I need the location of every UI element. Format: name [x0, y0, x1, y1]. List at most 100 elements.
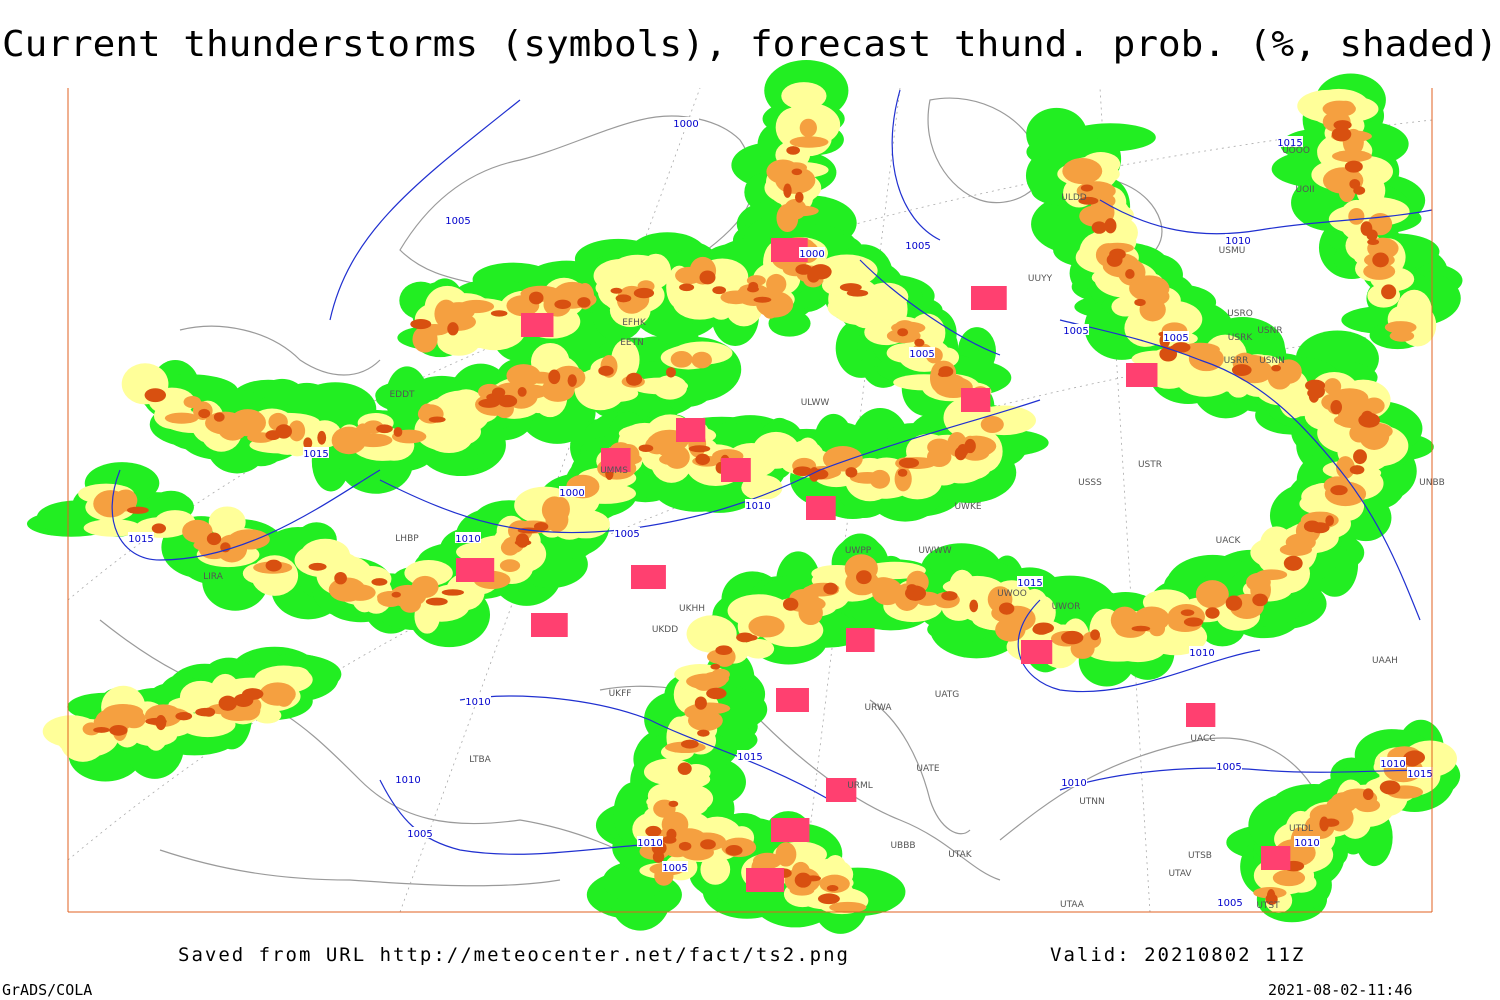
isobar-label-bg — [614, 527, 640, 538]
shade — [1344, 160, 1363, 173]
shade — [554, 299, 572, 310]
station-label: UOOO — [1282, 146, 1310, 156]
storm-symbol — [1186, 703, 1216, 727]
isobar-label-bg — [303, 447, 329, 458]
storm-symbol — [456, 558, 495, 582]
shade — [898, 457, 920, 469]
shade — [265, 559, 282, 572]
shade — [1033, 622, 1054, 634]
station-label: EFHK — [622, 318, 647, 328]
shade — [1090, 629, 1100, 641]
station-label: UWWW — [918, 546, 951, 556]
shade — [1336, 456, 1355, 479]
shade — [1139, 297, 1166, 322]
source-url: Saved from URL http://meteocenter.net/fa… — [178, 944, 850, 966]
station-label: LHBP — [395, 534, 419, 544]
shade — [610, 287, 623, 294]
isobars — [111, 89, 1433, 855]
isobar-label-bg — [745, 499, 771, 510]
shade — [1330, 400, 1343, 415]
station-label: USRK — [1228, 333, 1254, 343]
isobar-label: 1005 — [909, 349, 934, 360]
isobar-label: 1010 — [1061, 778, 1086, 789]
shade — [548, 369, 561, 385]
shade — [630, 377, 689, 395]
shade — [839, 283, 862, 292]
shade — [425, 597, 448, 606]
isobar-label-bg — [1277, 136, 1303, 147]
shade — [281, 666, 310, 685]
isobar-label-bg — [1017, 576, 1043, 587]
station-label: UKDD — [652, 625, 678, 635]
shade — [164, 412, 199, 424]
shade — [688, 445, 711, 453]
station-label: USSS — [1078, 478, 1102, 488]
shade — [805, 875, 821, 882]
shade — [1256, 569, 1288, 581]
station-label: ULDD — [1061, 193, 1087, 203]
isobar-label-bg — [465, 695, 491, 706]
shade — [411, 575, 439, 598]
isobar-label: 1005 — [1217, 898, 1242, 909]
shade — [817, 893, 840, 905]
shade — [786, 146, 800, 155]
shade — [1272, 869, 1306, 887]
isobar-label-bg — [662, 861, 688, 872]
shade — [155, 714, 167, 731]
shade — [753, 296, 772, 303]
station-label: UWOR — [1052, 602, 1081, 612]
shade — [1061, 630, 1084, 645]
isobar-label-bg — [1407, 767, 1433, 778]
shade — [748, 615, 785, 638]
station-label: UACC — [1190, 734, 1215, 744]
station-label: UATE — [916, 764, 940, 774]
isobar-label-bg — [905, 239, 931, 250]
storm-symbol — [721, 458, 751, 482]
storm-symbol — [676, 418, 706, 442]
shade — [791, 168, 803, 176]
isobar-label-bg — [407, 827, 433, 838]
storm-symbol — [806, 496, 836, 520]
shade — [1336, 100, 1355, 114]
isobar-label: 1005 — [1163, 333, 1188, 344]
shade — [275, 424, 292, 439]
shade — [1367, 239, 1380, 245]
shade — [1331, 127, 1352, 142]
isobar-label: 1010 — [395, 775, 420, 786]
shade — [906, 584, 918, 592]
shade — [1183, 617, 1204, 627]
station-label: URWA — [864, 703, 892, 713]
shade — [179, 680, 222, 713]
isobar-label-bg — [1294, 836, 1320, 847]
shade — [785, 106, 816, 123]
isobar-label-bg — [1189, 646, 1215, 657]
station-label: UBBB — [890, 841, 915, 851]
shade — [93, 714, 130, 729]
shade — [849, 471, 885, 484]
shade — [151, 523, 167, 534]
station-label: UTDL — [1289, 824, 1313, 834]
shade — [294, 543, 353, 578]
shade — [747, 285, 759, 293]
isobar-label: 1010 — [637, 838, 662, 849]
shade — [826, 885, 839, 892]
isobar-label-bg — [395, 773, 421, 784]
isobar-label: 1015 — [1407, 769, 1432, 780]
shade — [781, 82, 827, 110]
shade — [775, 842, 797, 867]
shade — [1333, 120, 1352, 130]
shade — [331, 426, 367, 455]
shade — [776, 203, 799, 233]
shade — [515, 533, 530, 548]
station-label: UTAK — [948, 850, 973, 860]
shade — [499, 559, 521, 572]
shade — [1309, 522, 1330, 534]
shade — [1231, 364, 1252, 376]
shade — [1337, 413, 1365, 428]
shade — [699, 270, 716, 285]
shade — [1180, 609, 1195, 616]
shade — [692, 673, 716, 691]
